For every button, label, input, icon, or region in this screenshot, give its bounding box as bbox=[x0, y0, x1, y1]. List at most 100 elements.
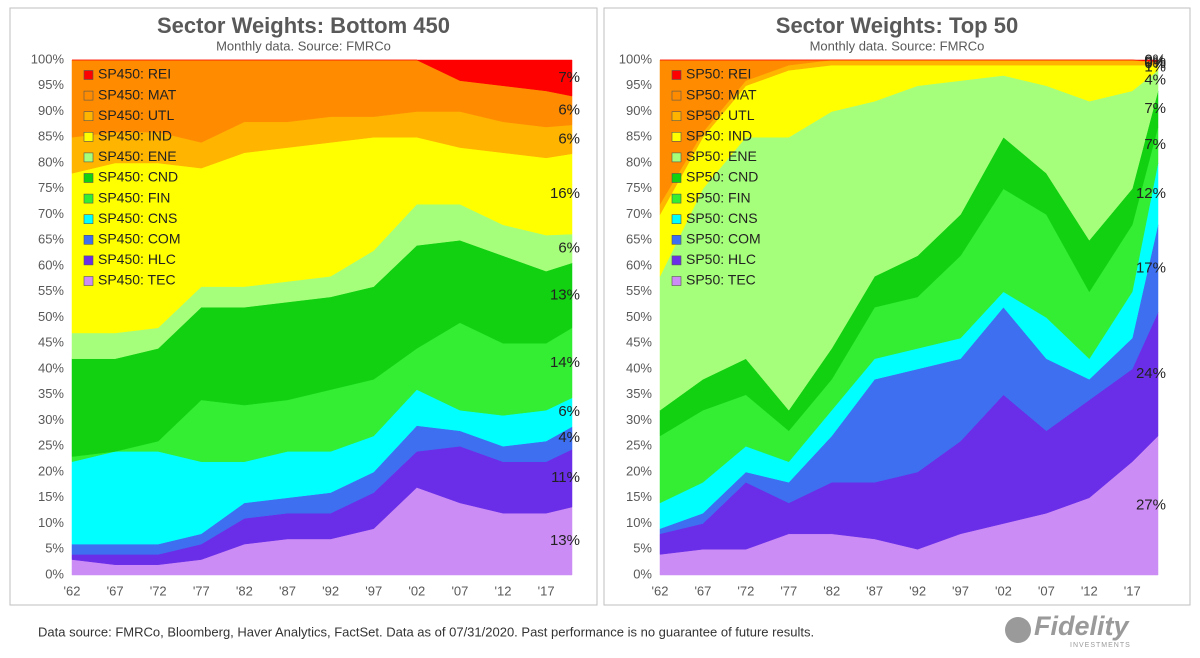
legend-swatch bbox=[671, 214, 682, 224]
x-tick-label: '12 bbox=[495, 583, 512, 598]
legend-swatch bbox=[671, 235, 682, 245]
legend-label: SP450: FIN bbox=[98, 189, 170, 205]
y-tick-label: 85% bbox=[626, 129, 652, 144]
y-tick-label: 30% bbox=[626, 412, 652, 427]
y-tick-label: 80% bbox=[38, 154, 64, 169]
y-tick-label: 60% bbox=[626, 257, 652, 272]
y-tick-label: 85% bbox=[38, 129, 64, 144]
legend-swatch bbox=[671, 152, 682, 163]
legend-swatch bbox=[671, 90, 682, 101]
legend-label: SP450: MAT bbox=[98, 86, 177, 102]
legend-swatch bbox=[83, 111, 94, 121]
x-tick-label: '07 bbox=[1038, 583, 1055, 598]
y-tick-label: 75% bbox=[38, 180, 64, 195]
legend-label: SP450: CND bbox=[98, 169, 178, 185]
end-label: 16% bbox=[550, 185, 580, 202]
x-tick-label: '72 bbox=[150, 583, 167, 598]
area bbox=[660, 59, 1159, 62]
y-tick-label: 60% bbox=[38, 257, 64, 272]
y-tick-label: 50% bbox=[38, 309, 64, 324]
x-tick-label: '97 bbox=[952, 583, 969, 598]
y-tick-label: 40% bbox=[38, 360, 64, 375]
end-label: 14% bbox=[550, 354, 580, 371]
legend-label: SP50: MAT bbox=[686, 86, 757, 102]
x-tick-label: '82 bbox=[236, 583, 253, 598]
panel-border bbox=[603, 7, 1191, 606]
x-tick-label: '02 bbox=[408, 583, 425, 598]
end-label: 12% bbox=[1136, 185, 1166, 202]
end-label: 4% bbox=[558, 429, 580, 446]
y-tick-label: 80% bbox=[626, 154, 652, 169]
y-tick-label: 25% bbox=[626, 438, 652, 453]
y-tick-label: 70% bbox=[38, 206, 64, 221]
legend-label: SP50: IND bbox=[686, 128, 752, 144]
y-tick-label: 35% bbox=[626, 386, 652, 401]
legend-label: SP50: CND bbox=[686, 169, 758, 185]
end-label: 11% bbox=[551, 469, 580, 486]
legend-label: SP50: COM bbox=[686, 231, 761, 247]
legend-swatch bbox=[83, 70, 94, 80]
y-tick-label: 15% bbox=[626, 489, 652, 504]
x-tick-label: '62 bbox=[64, 583, 81, 598]
end-label: 0% bbox=[1144, 55, 1166, 72]
legend-swatch bbox=[83, 173, 94, 183]
end-label: 6% bbox=[558, 403, 580, 420]
legend-swatch bbox=[83, 132, 94, 142]
legend-label: SP50: FIN bbox=[686, 189, 751, 205]
legend-swatch bbox=[671, 276, 682, 286]
legend-swatch bbox=[83, 152, 94, 163]
y-tick-label: 90% bbox=[626, 103, 652, 118]
legend-swatch bbox=[671, 111, 682, 121]
x-tick-label: '97 bbox=[365, 583, 382, 598]
logo-subtext: INVESTMENTS bbox=[1070, 642, 1131, 649]
x-tick-label: '07 bbox=[451, 583, 468, 598]
y-tick-label: 100% bbox=[31, 51, 65, 66]
legend-swatch bbox=[83, 276, 94, 286]
legend-swatch bbox=[671, 255, 682, 266]
x-tick-label: '17 bbox=[538, 583, 555, 598]
legend-swatch bbox=[83, 255, 94, 266]
y-tick-label: 95% bbox=[38, 77, 64, 92]
end-label: 6% bbox=[558, 239, 580, 256]
logo: Fidelity INVESTMENTS bbox=[1005, 611, 1131, 649]
y-tick-label: 5% bbox=[633, 541, 652, 556]
y-tick-label: 65% bbox=[38, 232, 64, 247]
y-tick-label: 45% bbox=[626, 335, 652, 350]
y-tick-label: 45% bbox=[38, 335, 64, 350]
chart-title: Sector Weights: Bottom 450 bbox=[157, 13, 450, 38]
x-tick-label: '12 bbox=[1081, 583, 1098, 598]
x-tick-label: '62 bbox=[652, 583, 669, 598]
y-tick-label: 35% bbox=[38, 386, 64, 401]
x-tick-label: '92 bbox=[322, 583, 339, 598]
footer-note: Data source: FMRCo, Bloomberg, Haver Ana… bbox=[38, 624, 814, 639]
panel-border bbox=[9, 7, 598, 606]
x-tick-label: '87 bbox=[866, 583, 883, 598]
y-tick-label: 10% bbox=[626, 515, 652, 530]
legend-label: SP50: REI bbox=[686, 66, 751, 82]
chart-title: Sector Weights: Top 50 bbox=[776, 13, 1018, 38]
y-tick-label: 50% bbox=[626, 309, 652, 324]
y-tick-label: 0% bbox=[633, 566, 652, 581]
y-tick-label: 100% bbox=[619, 51, 653, 66]
legend-label: SP50: TEC bbox=[686, 272, 756, 288]
legend-label: SP50: UTL bbox=[686, 107, 755, 123]
legend-swatch bbox=[83, 214, 94, 224]
legend-label: SP450: REI bbox=[98, 66, 171, 82]
end-label: 4% bbox=[1144, 72, 1166, 89]
legend-swatch bbox=[671, 70, 682, 80]
end-label: 0% bbox=[1144, 53, 1166, 70]
legend-label: SP50: CNS bbox=[686, 210, 758, 226]
end-label: 13% bbox=[550, 532, 580, 549]
y-tick-label: 90% bbox=[38, 103, 64, 118]
legend-label: SP450: CNS bbox=[98, 210, 177, 226]
y-tick-label: 5% bbox=[45, 541, 64, 556]
end-label: 24% bbox=[1136, 365, 1166, 382]
x-tick-label: '77 bbox=[193, 583, 210, 598]
logo-text: Fidelity bbox=[1034, 611, 1130, 641]
end-label: 7% bbox=[558, 69, 580, 86]
end-label: 13% bbox=[550, 286, 580, 303]
y-tick-label: 0% bbox=[45, 566, 64, 581]
legend-swatch bbox=[83, 193, 94, 204]
legend-label: SP50: ENE bbox=[686, 148, 757, 164]
